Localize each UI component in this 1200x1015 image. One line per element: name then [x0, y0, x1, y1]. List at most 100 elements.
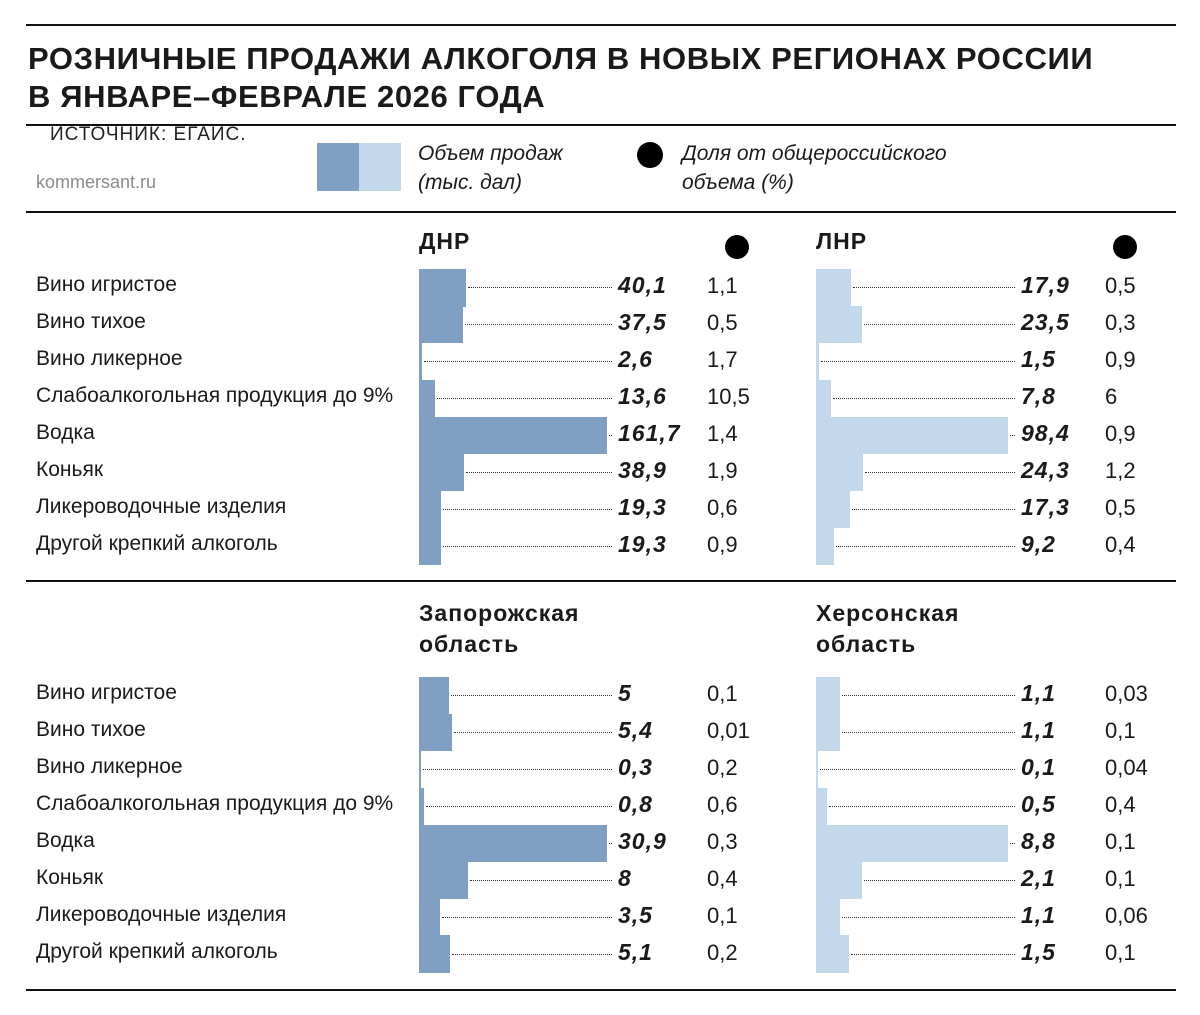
volume-bar — [816, 787, 827, 826]
volume-value: 2,6 — [618, 346, 653, 373]
share-value: 0,1 — [707, 681, 738, 707]
share-value: 0,3 — [1105, 310, 1136, 336]
category-label: Вино игристое — [36, 681, 177, 705]
share-value: 6 — [1105, 384, 1118, 410]
share-value: 0,5 — [1105, 273, 1136, 299]
volume-bar — [816, 490, 850, 528]
share-value: 1,9 — [707, 457, 738, 483]
category-label: Ликероводочные изделия — [36, 902, 287, 926]
leader-line — [835, 545, 1015, 547]
volume-bar — [816, 898, 840, 936]
bottom-rule — [26, 989, 1176, 991]
share-value: 0,1 — [1105, 865, 1136, 891]
legend-share: Доля от общероссийского объема (%) — [682, 139, 947, 197]
share-value: 0,1 — [1105, 829, 1136, 855]
legend-share-line-2: объема (%) — [682, 171, 794, 194]
region-title: ЛНР — [816, 228, 868, 254]
share-value: 0,9 — [707, 531, 738, 557]
volume-value: 19,3 — [618, 493, 667, 520]
share-value: 0,4 — [707, 865, 738, 891]
share-value: 0,1 — [1105, 939, 1136, 965]
volume-value: 8 — [618, 864, 632, 891]
volume-bar — [419, 379, 435, 418]
volume-value: 0,3 — [618, 754, 653, 781]
title-line-2-text: В ЯНВАРЕ–ФЕВРАЛЕ 2026 ГОДА — [28, 79, 546, 114]
share-value: 1,1 — [707, 273, 738, 299]
volume-bar — [419, 342, 423, 381]
legend-share-line-1: Доля от общероссийского — [682, 142, 947, 165]
volume-bar — [419, 416, 607, 455]
volume-value: 5,1 — [618, 938, 653, 965]
leader-line — [850, 953, 1015, 955]
volume-value: 0,8 — [618, 791, 653, 818]
category-label: Вино игристое — [36, 273, 177, 297]
volume-value: 1,1 — [1021, 901, 1056, 928]
region-title: Запорожская область — [419, 598, 679, 660]
legend-volume: Объем продаж (тыс. дал) — [418, 139, 563, 197]
volume-value: 9,2 — [1021, 530, 1056, 557]
volume-value: 23,5 — [1021, 309, 1070, 336]
category-label: Другой крепкий алкоголь — [36, 939, 278, 963]
share-value: 0,6 — [707, 494, 738, 520]
leader-line — [469, 879, 612, 881]
leader-line — [842, 916, 1015, 918]
volume-bar — [419, 453, 465, 491]
region-title-line: область — [816, 631, 917, 657]
leader-line — [424, 361, 612, 363]
volume-value: 8,8 — [1021, 828, 1056, 855]
region-title-line: область — [419, 631, 520, 657]
leader-line — [451, 695, 612, 697]
volume-bar — [419, 750, 421, 789]
volume-bar — [816, 824, 1008, 863]
volume-bar — [816, 342, 819, 381]
volume-value: 2,1 — [1021, 864, 1056, 891]
volume-value: 1,1 — [1021, 680, 1056, 707]
volume-bar — [419, 305, 463, 344]
leader-line — [464, 324, 612, 326]
volume-bar — [816, 935, 849, 973]
volume-value: 1,1 — [1021, 717, 1056, 744]
volume-bar — [419, 527, 442, 565]
volume-value: 38,9 — [618, 456, 667, 483]
leader-line — [423, 769, 612, 771]
volume-bar — [419, 824, 607, 863]
legend-swatch-dark — [317, 143, 359, 191]
category-label: Другой крепкий алкоголь — [36, 531, 278, 555]
volume-value: 24,3 — [1021, 456, 1070, 483]
volume-bar — [419, 269, 466, 307]
leader-line — [442, 916, 612, 918]
region-title-line: Запорожская — [419, 600, 580, 626]
leader-line — [1010, 843, 1015, 845]
region-title: Херсонская область — [816, 598, 1076, 660]
source-note: ИСТОЧНИК: ЕГАИС. — [50, 124, 247, 145]
share-value: 0,1 — [707, 902, 738, 928]
title-line-2: В ЯНВАРЕ–ФЕВРАЛЕ 2026 ГОДА ИСТОЧНИК: ЕГАИ… — [28, 78, 1093, 154]
region-title: ДНР — [419, 228, 471, 254]
share-value: 0,9 — [1105, 347, 1136, 373]
volume-value: 5 — [618, 680, 632, 707]
volume-bar — [816, 269, 851, 307]
share-value: 0,6 — [707, 792, 738, 818]
volume-bar — [816, 750, 819, 789]
top-rule — [26, 24, 1176, 26]
category-label: Вино тихое — [36, 718, 146, 742]
leader-line — [852, 287, 1015, 289]
share-value: 0,2 — [707, 939, 738, 965]
volume-bar — [419, 861, 468, 899]
volume-bar — [419, 490, 442, 528]
volume-bar — [816, 453, 864, 491]
region-title-line: Херсонская — [816, 600, 960, 626]
volume-value: 13,6 — [618, 383, 667, 410]
leader-line — [425, 806, 612, 808]
leader-line — [828, 806, 1015, 808]
share-value: 0,9 — [1105, 421, 1136, 447]
category-label: Слабоалкогольная продукция до 9% — [36, 792, 394, 816]
share-value: 0,04 — [1105, 755, 1148, 781]
header-rule — [26, 124, 1176, 126]
share-value: 0,03 — [1105, 681, 1148, 707]
category-label: Слабоалкогольная продукция до 9% — [36, 384, 394, 408]
volume-bar — [816, 677, 840, 715]
volume-value: 37,5 — [618, 309, 667, 336]
volume-value: 161,7 — [618, 420, 681, 447]
middle-rule — [26, 580, 1176, 582]
